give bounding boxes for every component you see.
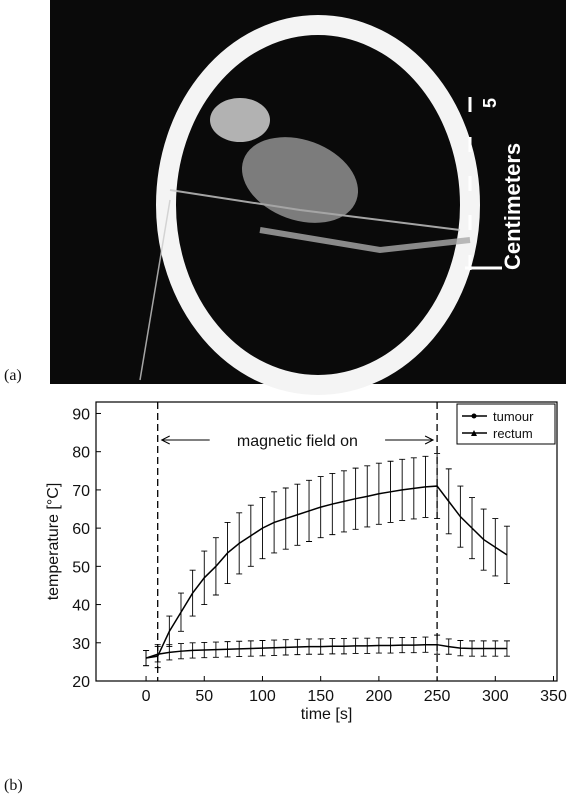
- x-tick-label: 50: [195, 688, 213, 705]
- annotation: magnetic field on: [237, 433, 358, 450]
- scale-ticks: [465, 97, 502, 270]
- y-tick-label: 20: [72, 674, 90, 691]
- legend-label: rectum: [493, 426, 533, 441]
- specimen: [139, 98, 471, 381]
- panel-label: (a): [4, 367, 22, 384]
- x-tick-label: 300: [482, 688, 509, 705]
- series-line: [145, 643, 507, 659]
- y-tick-label: 60: [72, 521, 90, 538]
- x-tick-label: 0: [142, 688, 151, 705]
- x-tick-label: 150: [307, 688, 334, 705]
- scale-label: Centimeters: [500, 143, 525, 270]
- scale-number: 5: [480, 98, 500, 108]
- y-tick-label: 90: [72, 406, 90, 423]
- x-tick-label: 350: [540, 688, 567, 705]
- legend-label: tumour: [493, 409, 534, 424]
- error-bar: [143, 649, 150, 667]
- series-line: [145, 485, 508, 659]
- y-tick-label: 40: [72, 598, 90, 615]
- legend-box: [456, 403, 556, 445]
- y-tick-label: 70: [72, 483, 90, 500]
- y-tick-label: 30: [72, 636, 90, 653]
- x-tick-label: 200: [366, 688, 393, 705]
- error-bar: [503, 640, 510, 657]
- y-axis-label: temperature [°C]: [45, 483, 62, 601]
- x-axis-label: time [s]: [301, 706, 353, 723]
- y-tick-label: 50: [72, 559, 90, 576]
- y-tick-label: 80: [72, 445, 90, 462]
- legend-marker: [471, 430, 477, 436]
- x-tick-label: 250: [424, 688, 451, 705]
- arrow: [160, 435, 435, 445]
- x-tick-label: 100: [249, 688, 276, 705]
- plot-frame: [95, 401, 558, 682]
- ring: [156, 15, 480, 395]
- panel-label: (b): [4, 777, 23, 794]
- legend-marker: [471, 413, 477, 419]
